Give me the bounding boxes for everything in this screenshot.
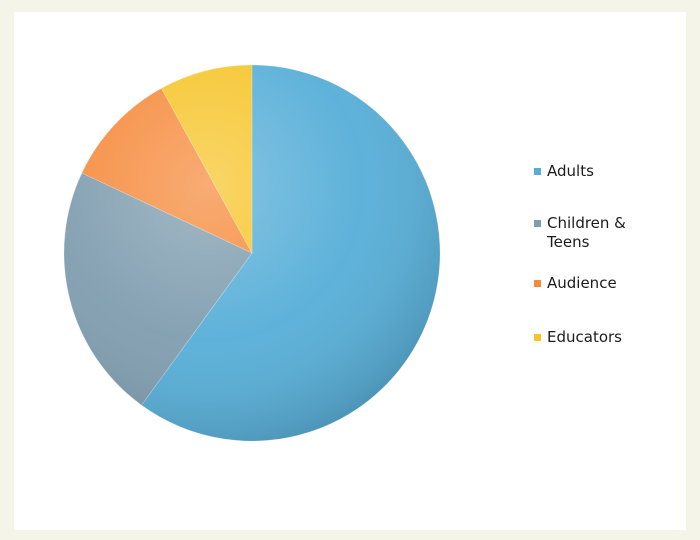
legend-swatch-educators: [534, 334, 541, 341]
legend-item-adults: Adults: [534, 162, 667, 181]
legend-label-audience: Audience: [547, 274, 617, 292]
pie-chart: [63, 64, 441, 442]
legend-item-educators: Educators: [534, 328, 667, 347]
pie-slices: [63, 64, 441, 442]
legend-label-adults: Adults: [547, 162, 594, 180]
legend-swatch-audience: [534, 280, 541, 287]
chart-card: Adults Children & Teens Audience Educato…: [14, 12, 686, 530]
legend-item-audience: Audience: [534, 274, 667, 293]
legend-label-children-teens: Children & Teens: [547, 214, 626, 251]
legend-label-educators: Educators: [547, 328, 622, 346]
legend-item-children-teens: Children & Teens: [534, 214, 652, 252]
legend-swatch-children-teens: [534, 220, 541, 227]
legend-swatch-adults: [534, 168, 541, 175]
